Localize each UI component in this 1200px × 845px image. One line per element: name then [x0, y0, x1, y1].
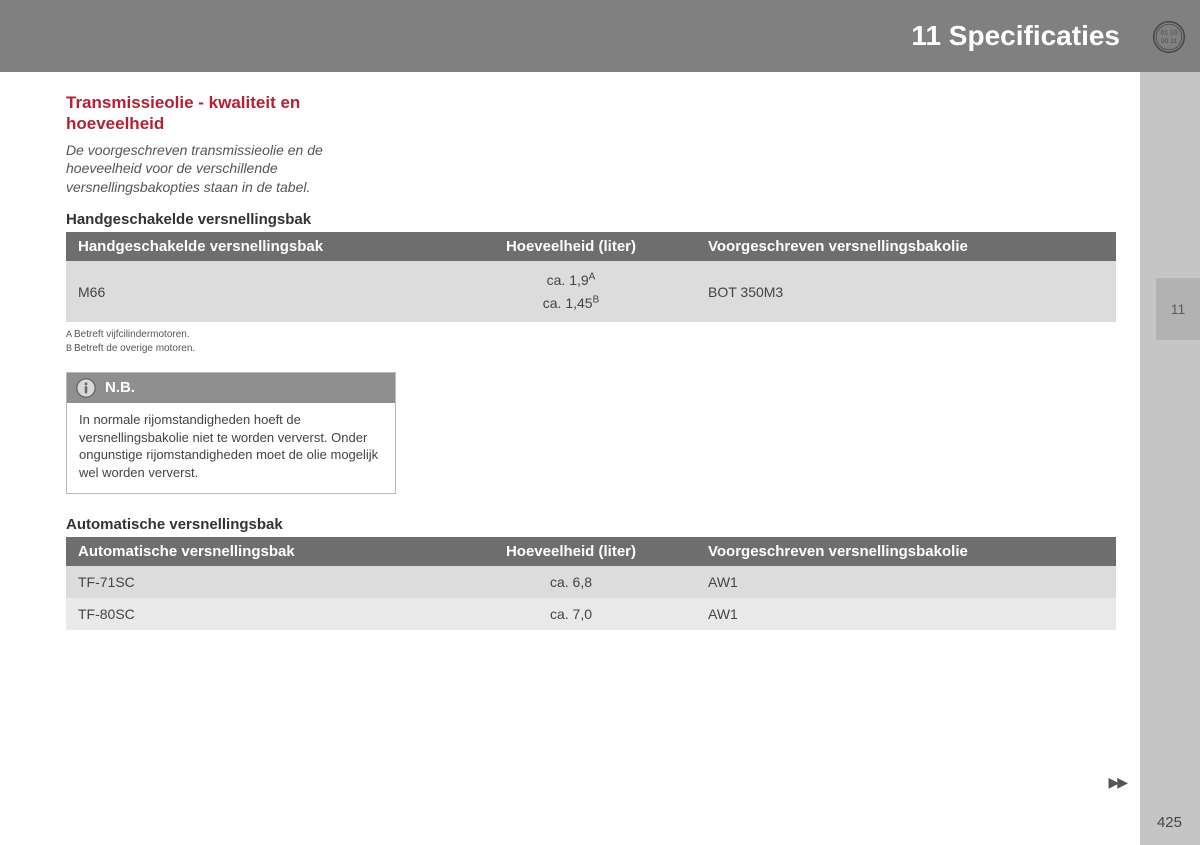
note-box: N.B. In normale rijomstandigheden hoeft …: [66, 372, 396, 494]
section-title: Transmissieolie - kwaliteit en hoeveelhe…: [66, 92, 1116, 135]
manual-heading: Handgeschakelde versnellingsbak: [66, 211, 1116, 228]
manual-footnotes: ABetreft vijfcilindermotoren. BBetreft d…: [66, 328, 1116, 356]
auto-row0-name: TF-71SC: [66, 566, 446, 598]
manual-table: Handgeschakelde versnellingsbak Hoeveelh…: [66, 232, 1116, 322]
section-title-line2: hoeveelheid: [66, 114, 164, 133]
chapter-title: 11 Specificaties: [911, 20, 1120, 52]
manual-col-c: Voorgeschreven versnellingsbakolie: [696, 232, 1116, 261]
note-heading: N.B.: [67, 373, 395, 403]
note-body: In normale rijomstandigheden hoeft de ve…: [67, 403, 395, 493]
auto-row1-oil: AW1: [696, 598, 1116, 630]
info-icon: [75, 377, 97, 399]
section-intro: De voorgeschreven transmissieolie en de …: [66, 141, 376, 198]
auto-row0-qty: ca. 6,8: [446, 566, 696, 598]
table-row: TF-80SC ca. 7,0 AW1: [66, 598, 1116, 630]
chapter-side-tab: 11: [1156, 278, 1200, 340]
binary-circle-icon: 01 10 00 11: [1152, 20, 1186, 54]
continue-icon: ▶▶: [1108, 774, 1126, 791]
auto-row1-qty: ca. 7,0: [446, 598, 696, 630]
table-row: TF-71SC ca. 6,8 AW1: [66, 566, 1116, 598]
auto-heading: Automatische versnellingsbak: [66, 516, 1116, 533]
footnote-a: ABetreft vijfcilindermotoren.: [66, 328, 1116, 342]
auto-col-a: Automatische versnellingsbak: [66, 537, 446, 566]
auto-row0-oil: AW1: [696, 566, 1116, 598]
svg-text:00 11: 00 11: [1161, 38, 1178, 45]
manual-row-name: M66: [66, 261, 446, 322]
auto-col-c: Voorgeschreven versnellingsbakolie: [696, 537, 1116, 566]
section-title-line1: Transmissieolie - kwaliteit en: [66, 93, 300, 112]
page-number: 425: [1157, 814, 1182, 831]
manual-col-a: Handgeschakelde versnellingsbak: [66, 232, 446, 261]
page-content: Transmissieolie - kwaliteit en hoeveelhe…: [66, 92, 1116, 636]
table-row: M66 ca. 1,9A ca. 1,45B BOT 350M3: [66, 261, 1116, 322]
auto-row1-name: TF-80SC: [66, 598, 446, 630]
side-strip: [1140, 0, 1200, 845]
side-tab-label: 11: [1171, 301, 1186, 317]
manual-col-b: Hoeveelheid (liter): [446, 232, 696, 261]
manual-row-qty: ca. 1,9A ca. 1,45B: [446, 261, 696, 322]
note-label: N.B.: [105, 379, 135, 396]
footnote-b: BBetreft de overige motoren.: [66, 342, 1116, 356]
auto-col-b: Hoeveelheid (liter): [446, 537, 696, 566]
auto-table: Automatische versnellingsbak Hoeveelheid…: [66, 537, 1116, 630]
svg-text:01 10: 01 10: [1160, 29, 1177, 36]
manual-row-oil: BOT 350M3: [696, 261, 1116, 322]
chapter-header-bar: 11 Specificaties: [0, 0, 1200, 72]
